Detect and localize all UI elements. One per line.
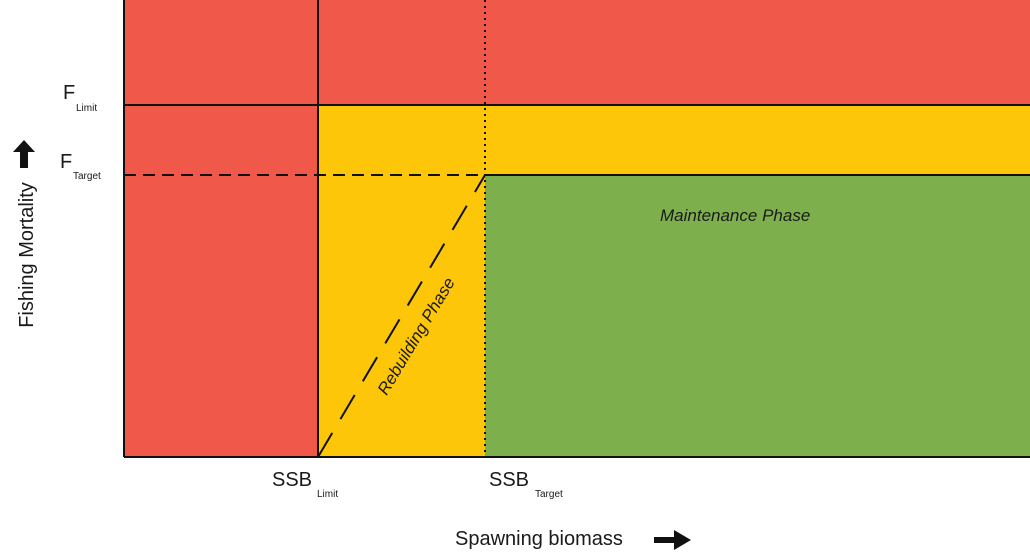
f-limit-main: F: [63, 82, 75, 104]
ssb-limit-main: SSB: [272, 469, 312, 491]
right-arrow-icon: [654, 530, 691, 550]
red-zone-top: [124, 0, 1030, 105]
f-target-main: F: [60, 151, 72, 173]
f-limit-label: F Limit: [63, 82, 97, 114]
up-arrow-icon: [13, 140, 35, 168]
x-axis-title: Spawning biomass: [455, 528, 623, 550]
f-limit-sub: Limit: [76, 103, 97, 114]
ssb-limit-label: SSB Limit: [272, 469, 338, 500]
maintenance-phase-label: Maintenance Phase: [660, 206, 810, 225]
ssb-limit-sub: Limit: [317, 489, 338, 500]
f-target-sub: Target: [73, 171, 101, 182]
green-zone: [485, 175, 1030, 457]
ssb-target-sub: Target: [535, 489, 563, 500]
ssb-target-main: SSB: [489, 469, 529, 491]
y-axis-title: Fishing Mortality: [16, 182, 38, 328]
ssb-target-label: SSB Target: [489, 469, 563, 500]
rebuilding-dashed-line: [317, 174, 486, 458]
f-target-label: F Target: [60, 151, 101, 182]
red-zone-left: [124, 105, 318, 457]
